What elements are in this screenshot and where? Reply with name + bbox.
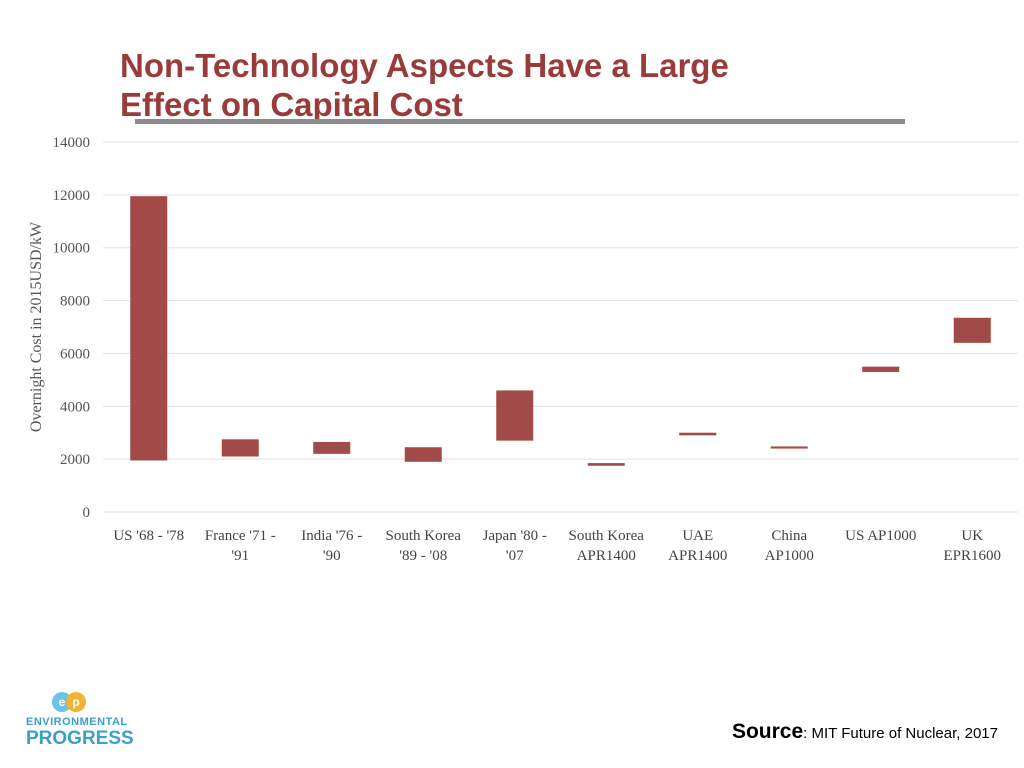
- bar: [130, 196, 168, 461]
- x-tick-label: France '71 -'91: [205, 528, 276, 564]
- title-underline: [135, 119, 905, 124]
- y-tick-label: 2000: [60, 452, 90, 468]
- bar: [953, 317, 991, 343]
- x-tick-label: US '68 - '78: [113, 528, 184, 544]
- slide-title: Non-Technology Aspects Have a Large Effe…: [120, 46, 920, 124]
- x-tick-label: UK EPR1600: [943, 528, 1001, 564]
- x-tick-label: South Korea '89 - '08: [386, 528, 462, 564]
- y-tick-label: 14000: [53, 135, 91, 151]
- x-tick-label: South Korea APR1400: [569, 528, 645, 564]
- x-tick-label: US AP1000: [845, 528, 916, 544]
- y-tick-label: 0: [83, 505, 91, 521]
- bar: [587, 463, 625, 466]
- x-tick-label: India '76 -'90: [301, 528, 362, 564]
- source-text: : MIT Future of Nuclear, 2017: [803, 725, 998, 742]
- bar: [404, 447, 442, 462]
- x-tick-label: China AP1000: [765, 528, 814, 564]
- y-tick-label: 10000: [53, 241, 91, 257]
- environmental-progress-logo: e p ENVIRONMENTAL PROGRESS: [26, 688, 136, 752]
- y-tick-label: 12000: [53, 188, 91, 204]
- bar: [221, 439, 259, 457]
- y-axis-label: Overnight Cost in 2015USD/kW: [28, 221, 45, 432]
- range-bar-chart: 0 2000 4000 6000 8000 10000 12000 14000 Overnigh…: [28, 135, 1018, 564]
- logo-ep-icon: e p: [52, 692, 86, 712]
- bar: [496, 390, 534, 441]
- logo-text-progress: PROGRESS: [26, 728, 134, 749]
- y-tick-label: 8000: [60, 294, 90, 310]
- bar: [770, 446, 808, 449]
- bar: [313, 441, 351, 454]
- logo-text-environmental: ENVIRONMENTAL: [26, 716, 128, 728]
- y-tick-label: 4000: [60, 399, 90, 415]
- y-tick-label: 6000: [60, 346, 90, 362]
- x-tick-label: Japan '80 -'07: [483, 528, 547, 564]
- slide-title-line-1: Non-Technology Aspects Have a Large: [120, 47, 729, 84]
- bar: [679, 432, 717, 436]
- slide-title-line-2: Effect on Capital Cost: [120, 86, 463, 123]
- svg-text:e: e: [59, 695, 66, 709]
- bar: [862, 366, 900, 372]
- source-citation: Source: MIT Future of Nuclear, 2017: [732, 720, 998, 744]
- x-tick-label: UAE APR1400: [668, 528, 727, 564]
- svg-text:p: p: [72, 695, 79, 709]
- source-label: Source: [731, 720, 804, 743]
